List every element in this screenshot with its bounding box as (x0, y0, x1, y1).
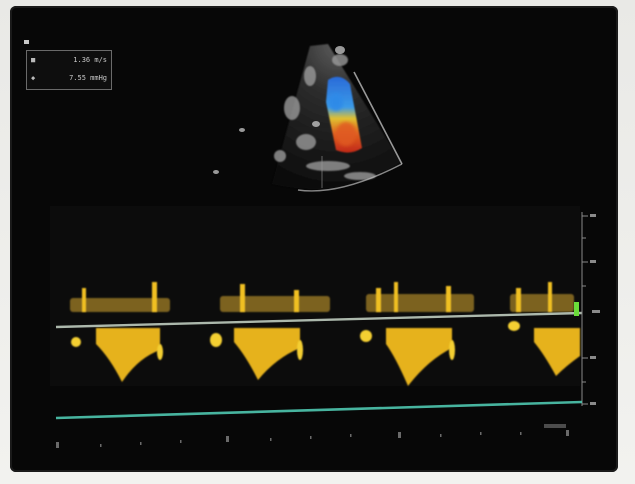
sweep-line (55, 400, 583, 420)
spectral-baseline (55, 311, 583, 329)
diamond-icon: ◆ (31, 74, 36, 82)
velocity-scale (581, 212, 588, 406)
measurement-row-gradient: ◆ 7.55 mmHg (27, 69, 111, 87)
measurement-row-velocity: ■ 1.36 m/s (27, 51, 111, 69)
baseline-marker (574, 302, 579, 316)
measurement-value: 7.55 mmHg (69, 74, 107, 82)
velocity-scale-marks (590, 214, 600, 405)
time-axis (56, 424, 569, 448)
square-icon: ■ (31, 56, 36, 64)
echo-image (24, 40, 600, 448)
sector-image (213, 44, 403, 192)
color-flow-jet (326, 76, 362, 153)
doppler-spectrum (50, 206, 600, 406)
ultrasound-screen: ■ 1.36 m/s ◆ 7.55 mmHg (10, 6, 618, 472)
probe-orientation-marker (24, 40, 29, 44)
measurement-box: ■ 1.36 m/s ◆ 7.55 mmHg (26, 50, 112, 90)
measurement-value: 1.36 m/s (73, 56, 107, 64)
